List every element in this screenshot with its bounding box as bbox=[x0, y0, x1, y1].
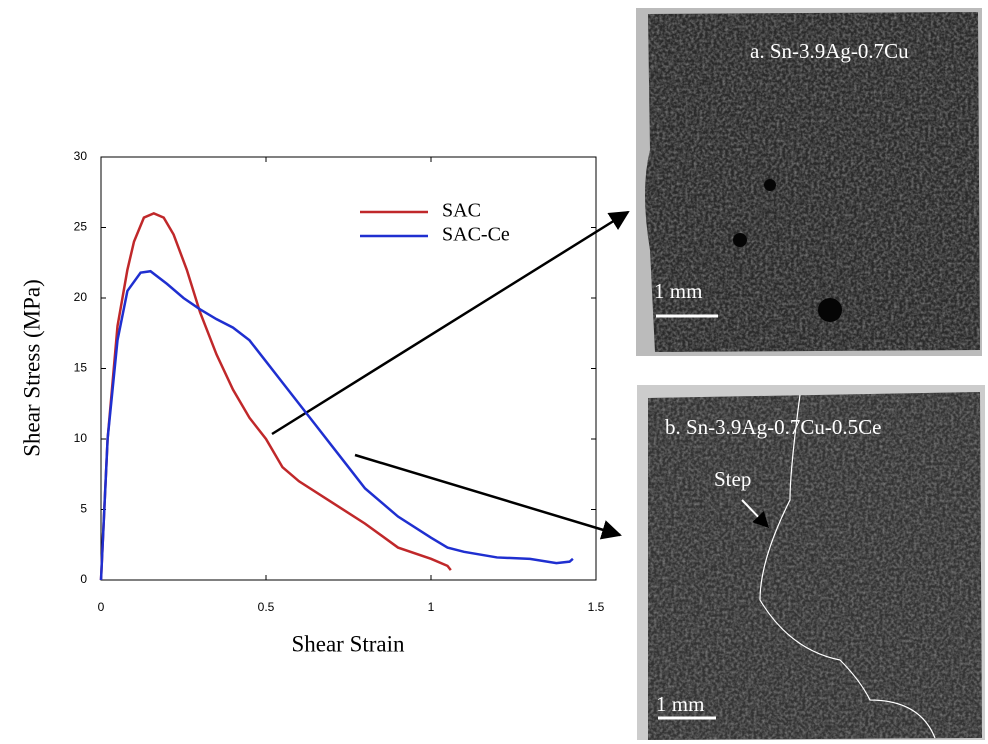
panel-label: b. Sn-3.9Ag-0.7Cu-0.5Ce bbox=[665, 415, 881, 439]
y-tick-label: 5 bbox=[80, 502, 87, 516]
x-tick-label: 1.5 bbox=[588, 600, 605, 614]
legend-label: SAC bbox=[442, 200, 481, 222]
y-tick-label: 25 bbox=[74, 220, 88, 234]
y-tick-label: 20 bbox=[74, 290, 88, 304]
scale-label: 1 mm bbox=[654, 279, 702, 303]
y-tick-label: 10 bbox=[74, 431, 88, 445]
x-tick-label: 0 bbox=[98, 600, 105, 614]
page: {"chart_data": {"type": "line", "xlabel"… bbox=[0, 0, 988, 744]
figure: a. Sn-3.9Ag-0.7Cu 1 mm b. Sn-3.9Ag-0.7Cu… bbox=[0, 0, 988, 744]
line bbox=[101, 213, 451, 580]
legend-label: SAC-Ce bbox=[442, 224, 510, 246]
annotation: Step bbox=[714, 467, 751, 491]
line bbox=[101, 271, 573, 580]
y-tick-label: 30 bbox=[74, 149, 88, 163]
panel-label: a. Sn-3.9Ag-0.7Cu bbox=[750, 39, 909, 63]
x-tick-label: 1 bbox=[428, 600, 435, 614]
x-axis-label: Shear Strain bbox=[291, 631, 405, 656]
y-tick-label: 0 bbox=[80, 572, 87, 586]
y-tick-label: 15 bbox=[74, 361, 88, 375]
scale-label: 1 mm bbox=[656, 692, 704, 716]
plot-frame bbox=[101, 157, 596, 580]
y-axis-label: Shear Stress (MPa) bbox=[19, 279, 44, 457]
x-tick-label: 0.5 bbox=[258, 600, 275, 614]
arrow bbox=[355, 455, 620, 535]
